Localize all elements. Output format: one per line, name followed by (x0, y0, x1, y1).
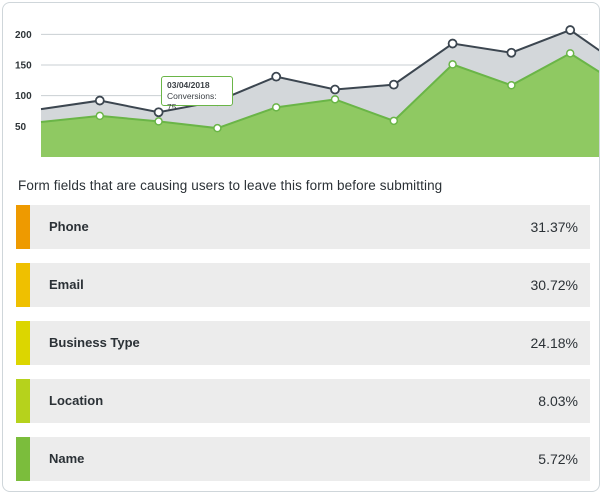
field-row-email[interactable]: Email 30.72% (16, 263, 590, 307)
field-color-swatch (16, 205, 30, 249)
chart-tooltip: 03/04/2018 Conversions: 75 (161, 76, 233, 112)
series-1-point (95, 111, 105, 121)
y-tick-label: 50 (15, 122, 27, 133)
conversions-chart: 50 100 150 200 (15, 25, 599, 157)
series-1-point (507, 80, 516, 90)
field-percent: 5.72% (538, 451, 578, 467)
tooltip-value: Conversions: 75 (167, 91, 217, 112)
series-0-point (388, 79, 399, 90)
field-row-location[interactable]: Location 8.03% (16, 379, 590, 423)
series-0-point (271, 71, 282, 82)
field-row-phone[interactable]: Phone 31.37% (16, 205, 590, 249)
field-percent: 31.37% (530, 219, 578, 235)
field-color-swatch (16, 263, 30, 307)
field-name: Location (49, 393, 104, 408)
series-0-point (447, 38, 458, 49)
field-name: Business Type (49, 335, 140, 350)
section-title: Form fields that are causing users to le… (18, 178, 443, 193)
series-1-point (154, 117, 163, 126)
series-1-point (213, 123, 222, 133)
field-name: Email (49, 277, 84, 292)
field-color-swatch (16, 379, 30, 423)
series-0-point (506, 47, 517, 58)
series-1-point (389, 116, 399, 126)
field-name: Phone (49, 219, 89, 234)
series-0-point (94, 95, 105, 106)
field-color-swatch (16, 321, 30, 365)
field-row-name[interactable]: Name 5.72% (16, 437, 590, 481)
form-abandonment-card: 50 100 150 200 03/04/2018 Conversions: 75 F… (2, 2, 600, 492)
field-percent: 8.03% (538, 393, 578, 409)
y-tick-label: 100 (15, 91, 32, 102)
series-1-point (448, 60, 457, 69)
field-color-swatch (16, 437, 30, 481)
series-1-area (41, 53, 599, 157)
field-percent: 24.18% (530, 335, 578, 351)
series-0-point (565, 25, 576, 35)
field-percent: 30.72% (530, 277, 578, 293)
field-name: Name (49, 451, 85, 466)
series-0-point (330, 84, 340, 95)
series-0-point (153, 107, 164, 118)
series-1-point (330, 95, 340, 104)
series-1-point (271, 103, 281, 112)
series-1-point (565, 49, 575, 58)
field-row-business-type[interactable]: Business Type 24.18% (16, 321, 590, 365)
tooltip-date: 03/04/2018 (167, 80, 210, 90)
y-tick-label: 200 (15, 30, 32, 41)
y-tick-label: 150 (15, 61, 32, 72)
